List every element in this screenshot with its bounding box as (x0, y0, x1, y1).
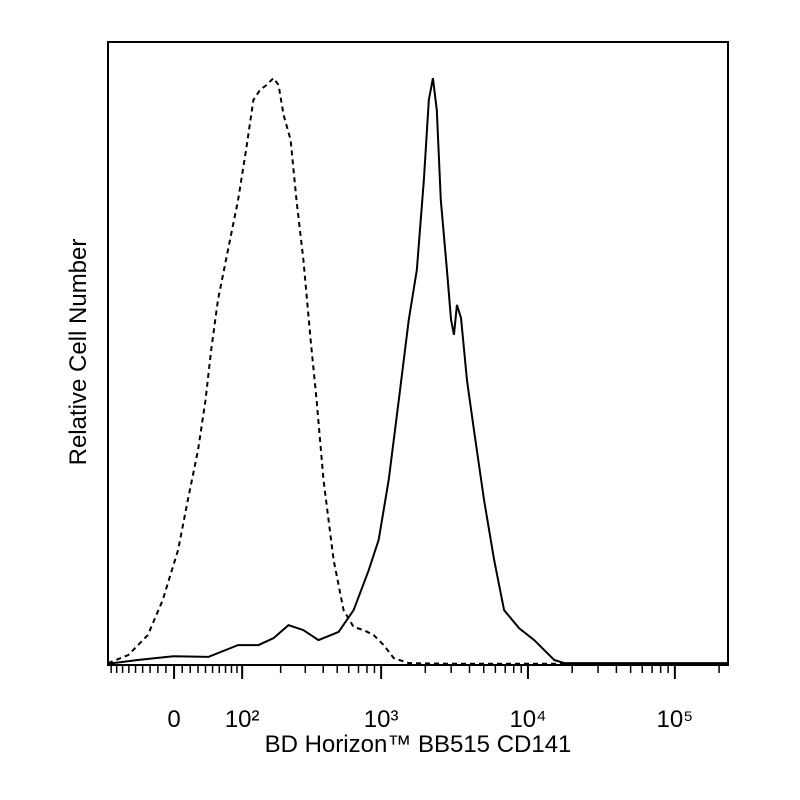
x-tick-label: 10⁵ (657, 706, 694, 733)
y-axis-label: Relative Cell Number (65, 239, 92, 466)
x-tick-label: 10⁴ (509, 706, 546, 733)
x-axis-label: BD Horizon™ BB515 CD141 (265, 731, 572, 758)
histogram-line (107, 76, 728, 665)
x-tick-label: 10² (225, 706, 260, 733)
histogram-line (107, 77, 728, 665)
plot-frame (107, 41, 729, 666)
x-tick-label: 10³ (364, 706, 399, 733)
x-tick-label: 0 (167, 706, 180, 733)
